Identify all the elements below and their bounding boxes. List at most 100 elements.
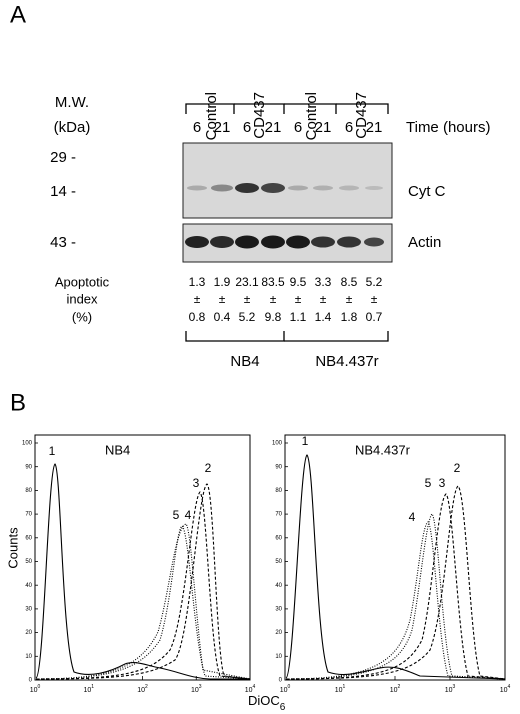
apoptotic-value: 23.1 [235, 275, 259, 289]
y-tick-label: 90 [25, 464, 32, 470]
x-tick-label: 102 [390, 684, 401, 694]
plus-minus: ± [219, 292, 226, 306]
plus-minus: ± [371, 292, 378, 306]
x-tick-exponent: 1 [91, 684, 94, 690]
apoptotic-error: 5.2 [239, 310, 256, 324]
y-tick-label: 40 [25, 583, 32, 589]
plot-frame [34, 434, 251, 681]
curve-label: 1 [49, 444, 56, 458]
mw-marker: 29 - [50, 149, 76, 166]
curve-label: 5 [173, 508, 180, 522]
mw-marker: 14 - [50, 183, 76, 200]
apoptotic-label: index [66, 291, 98, 306]
x-tick-base: 10 [245, 687, 253, 694]
group-label: CD437 [353, 92, 370, 139]
x-tick-label: 101 [83, 684, 94, 694]
actin-bands [185, 235, 384, 249]
plus-minus: ± [194, 292, 201, 306]
x-tick-exponent: 1 [343, 684, 346, 690]
band-label: Actin [408, 234, 441, 251]
y-tick-label: 100 [22, 441, 33, 447]
plus-minus: ± [320, 292, 327, 306]
nb4437r-curves [285, 454, 506, 680]
panel-label: B [10, 389, 26, 416]
mw-label: M.W. [55, 94, 89, 111]
x-tick-exponent: 3 [199, 684, 202, 690]
apoptotic-value: 5.2 [366, 275, 383, 289]
plus-minus: ± [270, 292, 277, 306]
y-axis-label: Counts [5, 527, 20, 569]
top-brackets [185, 103, 389, 114]
x-tick-base: 10 [445, 687, 453, 694]
time-label: 21 [315, 119, 332, 136]
y-tick-label: 80 [25, 488, 32, 494]
cell-line: NB4 [230, 353, 259, 370]
plot-frame [284, 434, 506, 681]
plus-minus: ± [244, 292, 251, 306]
curve-label: 4 [185, 508, 192, 522]
mw-marker: 43 - [50, 234, 76, 251]
x-tick-exponent: 0 [38, 684, 41, 690]
x-tick-exponent: 2 [145, 684, 148, 690]
panel-label: A [10, 1, 26, 28]
x-tick-label: 103 [191, 684, 202, 694]
x-tick-base: 10 [137, 687, 145, 694]
x-tick-base: 10 [335, 687, 343, 694]
curve-label: 1 [302, 434, 309, 448]
plot-title: NB4.437r [355, 442, 411, 457]
x-tick-label: 104 [500, 684, 511, 694]
x-tick-base: 10 [30, 687, 38, 694]
apoptotic-value: 9.5 [290, 275, 307, 289]
x-axis-label-main: DiOC [248, 693, 280, 708]
x-tick-exponent: 4 [508, 684, 511, 690]
y-tick-label: 80 [275, 488, 282, 494]
bottom-brackets [185, 331, 389, 342]
x-tick-exponent: 4 [253, 684, 256, 690]
y-tick-label: 40 [275, 583, 282, 589]
apoptotic-error: 0.8 [189, 310, 206, 324]
group-label: CD437 [251, 92, 268, 139]
y-tick-label: 0 [279, 678, 283, 684]
mw-label: (kDa) [54, 119, 91, 136]
plus-minus: ± [295, 292, 302, 306]
apoptotic-error: 1.4 [315, 310, 332, 324]
x-tick-label: 103 [445, 684, 456, 694]
apoptotic-error: 0.7 [366, 310, 383, 324]
apoptotic-value: 1.3 [189, 275, 206, 289]
apoptotic-label: (%) [72, 309, 92, 324]
y-tick-label: 50 [275, 559, 282, 565]
y-tick-label: 50 [25, 559, 32, 565]
y-tick-label: 20 [25, 630, 32, 636]
apoptotic-error: 9.8 [265, 310, 282, 324]
time-label: 6 [243, 119, 251, 136]
y-tick-label: 10 [25, 654, 32, 660]
y-tick-label: 30 [25, 606, 32, 612]
y-tick-label: 60 [25, 535, 32, 541]
x-tick-base: 10 [500, 687, 508, 694]
x-tick-base: 10 [280, 687, 288, 694]
y-tick-label: 100 [272, 441, 283, 447]
apoptotic-error: 1.1 [290, 310, 307, 324]
x-tick-base: 10 [191, 687, 199, 694]
apoptotic-value: 83.5 [261, 275, 285, 289]
curve-label: 4 [409, 510, 416, 524]
time-label: 21 [265, 119, 282, 136]
time-label: 6 [193, 119, 201, 136]
x-tick-base: 10 [390, 687, 398, 694]
plot-title: NB4 [105, 442, 130, 457]
time-label: 6 [345, 119, 353, 136]
band-label: Cyt C [408, 183, 446, 200]
x-tick-exponent: 2 [398, 684, 401, 690]
apoptotic-value: 3.3 [315, 275, 332, 289]
apoptotic-label: Apoptotic [55, 274, 110, 289]
time-label: Time (hours) [406, 119, 490, 136]
time-label: 6 [294, 119, 302, 136]
apoptotic-error: 1.8 [341, 310, 358, 324]
cytc-blot [182, 142, 393, 219]
y-tick-label: 70 [275, 512, 282, 518]
x-axis-label: DiOC6 [248, 693, 286, 712]
y-tick-label: 60 [275, 535, 282, 541]
plus-minus: ± [346, 292, 353, 306]
y-tick-label: 90 [275, 464, 282, 470]
